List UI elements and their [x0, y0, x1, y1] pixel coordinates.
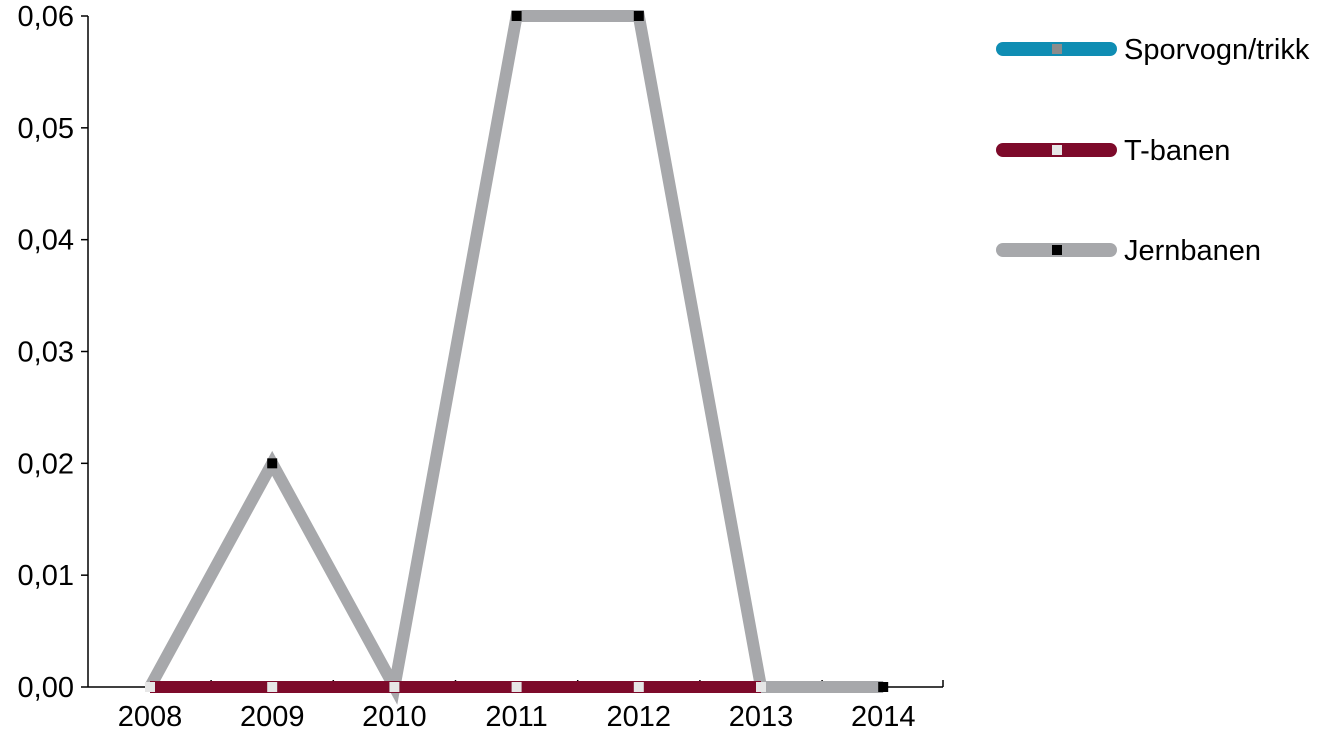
x-tick-label: 2010 [362, 701, 427, 733]
x-tick-label: 2012 [607, 701, 672, 733]
y-tick-label: 0,06 [18, 1, 74, 33]
y-tick-label: 0,02 [18, 448, 74, 480]
x-tick-label: 2009 [240, 701, 305, 733]
y-tick-label: 0,03 [18, 337, 74, 369]
legend-item: T-banen [996, 135, 1230, 167]
data-point-marker [511, 11, 522, 21]
data-point-marker [633, 682, 644, 692]
x-axis-ticks: 2008 2009 2010 2011 2012 2013 2014 [118, 680, 944, 733]
data-point-marker [267, 682, 278, 692]
y-tick-label: 0,05 [18, 113, 74, 145]
data-point-marker [389, 682, 400, 692]
x-tick-label: 2008 [118, 701, 183, 733]
x-tick-label: 2013 [729, 701, 794, 733]
y-tick-label: 0,01 [18, 560, 74, 592]
legend-item: Jernbanen [996, 235, 1261, 267]
data-point-marker [633, 11, 644, 21]
data-point-marker [511, 682, 522, 692]
legend-swatch-marker [1052, 44, 1062, 54]
x-tick-label: 2014 [851, 701, 916, 733]
legend: Sporvogn/trikk T-banen Jernbanen [996, 34, 1310, 267]
legend-label: Sporvogn/trikk [1124, 34, 1310, 66]
x-tick-label: 2011 [485, 701, 547, 733]
y-tick-label: 0,00 [18, 672, 74, 704]
data-point-marker [267, 458, 278, 469]
axes: 0,00 0,01 0,02 0,03 0,04 0,05 0,06 2008 2009 201… [18, 1, 944, 733]
legend-label: T-banen [1124, 135, 1230, 167]
y-tick-label: 0,04 [18, 225, 74, 257]
y-axis-ticks: 0,00 0,01 0,02 0,03 0,04 0,05 0,06 [18, 1, 88, 704]
legend-item: Sporvogn/trikk [996, 34, 1310, 66]
legend-swatch-marker [1052, 245, 1062, 255]
data-point-marker [756, 682, 766, 692]
legend-label: Jernbanen [1124, 235, 1261, 267]
series-line-jernbanen [144, 10, 884, 705]
data-point-marker [878, 682, 889, 692]
data-point-marker [145, 682, 155, 692]
series-group [144, 10, 889, 705]
legend-swatch-marker [1052, 145, 1062, 155]
